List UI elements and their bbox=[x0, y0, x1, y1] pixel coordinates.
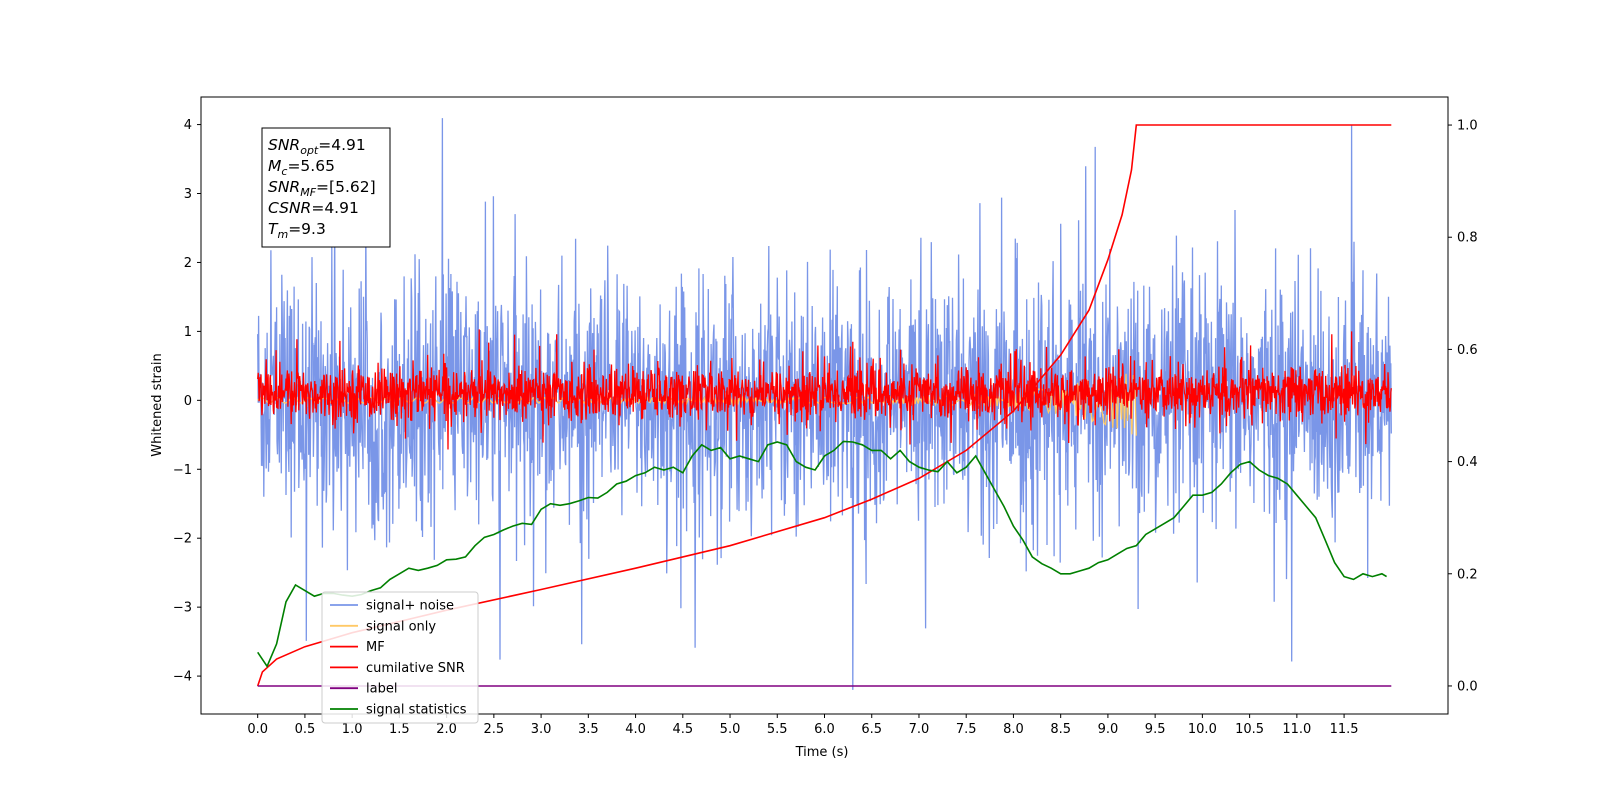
annotation-line: SNRopt=4.91 bbox=[268, 136, 366, 157]
y-tick-label: −3 bbox=[173, 601, 192, 616]
y-tick-label: 1 bbox=[184, 325, 192, 340]
annotation-frame bbox=[261, 127, 391, 248]
right-tick-label: 0.2 bbox=[1457, 567, 1478, 582]
right-tick-label: 0.8 bbox=[1457, 231, 1478, 246]
right-tick-label: 0.6 bbox=[1457, 343, 1478, 358]
right-axis-ticks: 0.0 0.2 0.4 0.6 0.8 1.0 bbox=[1448, 119, 1478, 694]
series-mf bbox=[257, 329, 1392, 450]
right-tick-label: 0.0 bbox=[1457, 679, 1478, 694]
legend-frame bbox=[321, 591, 479, 724]
x-tick-label: 11.0 bbox=[1282, 722, 1311, 737]
y-tick-label: 0 bbox=[184, 394, 192, 409]
x-tick-label: 3.5 bbox=[578, 722, 599, 737]
x-tick-label: 9.5 bbox=[1145, 722, 1166, 737]
x-tick-label: 8.0 bbox=[1003, 722, 1024, 737]
x-tick-label: 3.0 bbox=[531, 722, 552, 737]
legend-label-cumilative-snr: cumilative SNR bbox=[366, 661, 465, 676]
legend-label-mf: MF bbox=[366, 640, 385, 655]
y-axis-ticks: −4 −3 −2 −1 0 1 2 3 4 bbox=[173, 118, 201, 685]
y-tick-label: 2 bbox=[184, 256, 192, 271]
x-tick-label: 9.0 bbox=[1098, 722, 1119, 737]
legend: signal+ noise signal only MF cumilative SNR… bbox=[321, 591, 479, 724]
x-tick-label: 7.0 bbox=[909, 722, 930, 737]
annotation-line: CSNR=4.91 bbox=[268, 199, 359, 217]
x-tick-label: 2.5 bbox=[484, 722, 505, 737]
legend-label-signal-statistics: signal statistics bbox=[366, 703, 467, 718]
x-tick-label: 7.5 bbox=[956, 722, 977, 737]
x-tick-label: 0.0 bbox=[247, 722, 268, 737]
y-axis-label: Whitened strain bbox=[150, 353, 165, 456]
x-tick-label: 1.0 bbox=[342, 722, 363, 737]
x-tick-label: 10.5 bbox=[1235, 722, 1264, 737]
y-tick-label: −2 bbox=[173, 532, 192, 547]
right-tick-label: 0.4 bbox=[1457, 455, 1478, 470]
x-tick-label: 11.5 bbox=[1330, 722, 1359, 737]
series-signal-statistics bbox=[257, 440, 1388, 668]
x-tick-label: 5.0 bbox=[720, 722, 741, 737]
y-tick-label: −4 bbox=[173, 670, 192, 685]
x-axis-ticks: 0.0 0.5 1.0 1.5 2.0 2.5 3.0 3.5 4.0 4.5 5.0 5.5 6.0 6… bbox=[247, 714, 1359, 737]
x-tick-label: 0.5 bbox=[295, 722, 316, 737]
legend-label-signal-noise: signal+ noise bbox=[366, 599, 454, 614]
x-tick-label: 2.0 bbox=[436, 722, 457, 737]
legend-label-label: label bbox=[366, 682, 397, 697]
annotation-line: Mc=5.65 bbox=[268, 157, 335, 178]
x-tick-label: 4.0 bbox=[625, 722, 646, 737]
legend-label-signal-only: signal only bbox=[366, 619, 436, 634]
x-axis-label: Time (s) bbox=[795, 745, 849, 760]
x-tick-label: 6.5 bbox=[861, 722, 882, 737]
y-tick-label: 3 bbox=[184, 187, 192, 202]
annotation-line: Tm=9.3 bbox=[268, 220, 326, 241]
x-tick-label: 1.5 bbox=[389, 722, 410, 737]
x-tick-label: 5.5 bbox=[767, 722, 788, 737]
x-tick-label: 8.5 bbox=[1050, 722, 1071, 737]
right-tick-label: 1.0 bbox=[1457, 119, 1478, 134]
x-tick-label: 6.0 bbox=[814, 722, 835, 737]
y-tick-label: 4 bbox=[184, 118, 192, 133]
x-tick-label: 10.0 bbox=[1188, 722, 1217, 737]
y-tick-label: −1 bbox=[173, 463, 192, 478]
x-tick-label: 4.5 bbox=[672, 722, 693, 737]
annotation-line: SNRMF=[5.62] bbox=[268, 178, 376, 199]
